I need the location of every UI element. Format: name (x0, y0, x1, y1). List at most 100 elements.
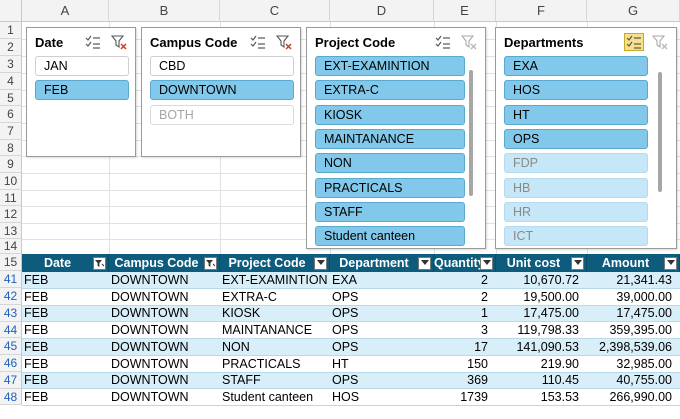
departments-slicer-item[interactable]: ICT (504, 226, 648, 247)
row-header-8[interactable]: 8 (0, 140, 22, 156)
table-cell[interactable]: 369 (434, 373, 496, 390)
row-header-6[interactable]: 6 (0, 106, 22, 123)
table-cell[interactable]: DOWNTOWN (109, 339, 220, 356)
filter-applied-icon[interactable] (204, 256, 217, 270)
table-cell[interactable]: FEB (22, 322, 109, 339)
date-slicer-item[interactable]: JAN (35, 56, 129, 76)
table-cell[interactable]: 2,398,539.06 (587, 339, 680, 356)
table-cell[interactable]: FEB (22, 373, 109, 390)
filter-dropdown-icon[interactable] (418, 256, 431, 270)
departments-slicer-item[interactable]: HR (504, 201, 648, 222)
column-header-f[interactable]: F (496, 0, 587, 22)
table-cell[interactable]: 266,990.00 (587, 389, 680, 406)
table-cell[interactable]: 150 (434, 356, 496, 373)
table-cell[interactable]: 40,755.00 (587, 373, 680, 390)
project-slicer-item[interactable]: Student canteen (315, 226, 465, 247)
project-slicer-item[interactable]: KIOSK (315, 104, 465, 125)
filter-dropdown-icon[interactable] (664, 256, 677, 270)
departments-slicer-item[interactable]: OPS (504, 128, 648, 149)
row-header-2[interactable]: 2 (0, 39, 22, 56)
table-cell[interactable]: 17,475.00 (496, 306, 587, 323)
table-cell[interactable]: DOWNTOWN (109, 289, 220, 306)
multi-select-icon[interactable] (83, 33, 103, 51)
column-header-d[interactable]: D (330, 0, 434, 22)
table-cell[interactable]: EXT-EXAMINTION (220, 272, 330, 289)
date-slicer-item[interactable]: FEB (35, 80, 129, 101)
table-cell[interactable]: OPS (330, 306, 434, 323)
filter-dropdown-icon[interactable] (314, 256, 327, 270)
table-cell[interactable]: FEB (22, 306, 109, 323)
table-cell[interactable]: DOWNTOWN (109, 389, 220, 406)
table-cell[interactable]: 32,985.00 (587, 356, 680, 373)
table-cell[interactable]: 39,000.00 (587, 289, 680, 306)
row-header-45[interactable]: 45 (0, 338, 22, 355)
row-header-42[interactable]: 42 (0, 288, 22, 305)
campus-slicer-item[interactable]: CBD (150, 56, 294, 76)
campus-slicer-item[interactable]: BOTH (150, 104, 294, 125)
multi-select-icon[interactable] (433, 33, 453, 51)
table-cell[interactable]: FEB (22, 272, 109, 289)
table-cell[interactable]: KIOSK (220, 306, 330, 323)
row-header-41[interactable]: 41 (0, 271, 22, 288)
row-header-1[interactable]: 1 (0, 22, 22, 39)
table-cell[interactable]: PRACTICALS (220, 356, 330, 373)
table-cell[interactable]: 1739 (434, 389, 496, 406)
clear-filter-icon[interactable] (274, 33, 294, 51)
row-header-44[interactable]: 44 (0, 322, 22, 338)
column-header-e[interactable]: E (434, 0, 496, 22)
table-cell[interactable]: 153.53 (496, 389, 587, 406)
row-header-4[interactable]: 4 (0, 73, 22, 90)
project-slicer-item[interactable]: EXTRA-C (315, 80, 465, 101)
departments-slicer-item[interactable]: HOS (504, 80, 648, 101)
departments-slicer-item[interactable]: HB (504, 177, 648, 198)
table-cell[interactable]: MAINTANANCE (220, 322, 330, 339)
departments-slicer-scrollbar[interactable] (658, 72, 662, 192)
column-header-b[interactable]: B (109, 0, 220, 22)
table-cell[interactable]: 17 (434, 339, 496, 356)
row-header-9[interactable]: 9 (0, 156, 22, 173)
table-cell[interactable]: FEB (22, 389, 109, 406)
filter-dropdown-icon[interactable] (571, 256, 584, 270)
row-header-10[interactable]: 10 (0, 173, 22, 190)
campus-code-slicer[interactable]: Campus Code CBD DOWNTOWN BOTH (141, 27, 301, 157)
filter-applied-icon[interactable] (93, 256, 106, 270)
row-header-7[interactable]: 7 (0, 123, 22, 140)
table-cell[interactable]: FEB (22, 289, 109, 306)
clear-filter-icon[interactable] (109, 33, 129, 51)
table-cell[interactable]: 219.90 (496, 356, 587, 373)
table-cell[interactable]: EXTRA-C (220, 289, 330, 306)
column-header-c[interactable]: C (220, 0, 330, 22)
departments-slicer-item[interactable]: FDP (504, 153, 648, 174)
row-header-12[interactable]: 12 (0, 206, 22, 223)
table-cell[interactable]: NON (220, 339, 330, 356)
table-cell[interactable]: 2 (434, 272, 496, 289)
table-cell[interactable]: DOWNTOWN (109, 322, 220, 339)
table-cell[interactable]: 19,500.00 (496, 289, 587, 306)
row-header-48[interactable]: 48 (0, 389, 22, 405)
project-code-slicer[interactable]: Project Code EXT-EXAMINTION EXTRA-C KIOSK M… (306, 27, 486, 249)
project-slicer-item[interactable]: MAINTANANCE (315, 128, 465, 149)
table-cell[interactable]: FEB (22, 339, 109, 356)
table-cell[interactable]: DOWNTOWN (109, 272, 220, 289)
departments-slicer-item[interactable]: EXA (504, 56, 648, 76)
project-slicer-item[interactable]: EXT-EXAMINTION (315, 56, 465, 76)
project-slicer-item[interactable]: NON (315, 153, 465, 174)
table-cell[interactable]: STAFF (220, 373, 330, 390)
table-cell[interactable]: OPS (330, 289, 434, 306)
date-slicer[interactable]: Date JAN FEB (26, 27, 136, 157)
table-cell[interactable]: 2 (434, 289, 496, 306)
row-header-13[interactable]: 13 (0, 223, 22, 239)
departments-slicer[interactable]: Departments EXA HOS HT OPS FDP HB HR ICT (495, 27, 677, 249)
table-cell[interactable]: HOS (330, 389, 434, 406)
row-header-14[interactable]: 14 (0, 239, 22, 254)
table-cell[interactable]: FEB (22, 356, 109, 373)
multi-select-icon[interactable] (624, 33, 644, 51)
table-cell[interactable]: OPS (330, 322, 434, 339)
project-slicer-scrollbar[interactable] (469, 70, 473, 196)
project-slicer-item[interactable]: PRACTICALS (315, 177, 465, 198)
row-header-11[interactable]: 11 (0, 190, 22, 206)
column-header-a[interactable]: A (22, 0, 109, 22)
table-cell[interactable]: 1 (434, 306, 496, 323)
table-cell[interactable]: HT (330, 356, 434, 373)
table-cell[interactable]: DOWNTOWN (109, 356, 220, 373)
